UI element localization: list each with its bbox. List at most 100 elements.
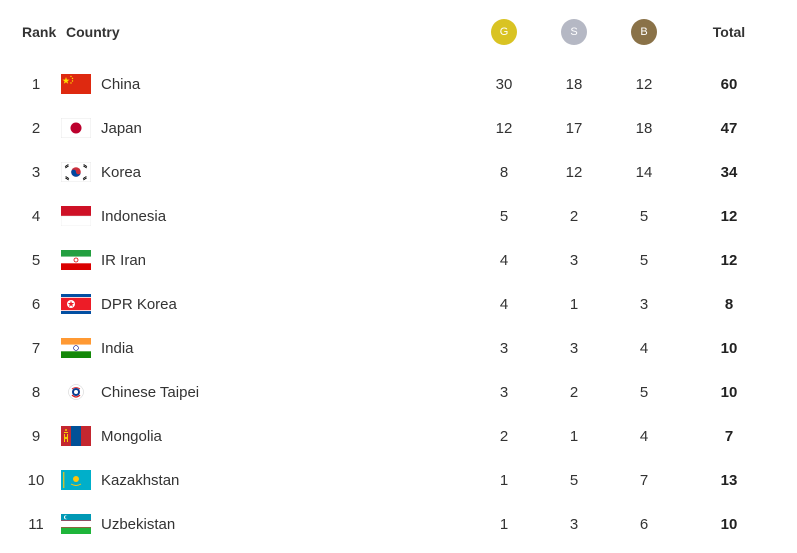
rank-cell: 11 bbox=[28, 515, 44, 533]
bronze-count: 18 bbox=[635, 119, 653, 137]
flag-cell bbox=[61, 502, 91, 546]
flag-cell bbox=[61, 282, 91, 326]
total-count: 47 bbox=[720, 119, 738, 137]
total-count: 60 bbox=[720, 75, 738, 93]
gold-count: 4 bbox=[499, 295, 509, 313]
iran-flag-icon bbox=[61, 250, 91, 270]
country-name[interactable]: DPR Korea bbox=[101, 295, 177, 313]
silver-column-header[interactable]: S bbox=[544, 10, 604, 54]
flag-cell bbox=[61, 238, 91, 282]
country-name[interactable]: Chinese Taipei bbox=[101, 383, 200, 401]
table-row[interactable]: 2 Japan 12 17 18 47 bbox=[0, 106, 797, 150]
bronze-medal-icon: B bbox=[631, 19, 657, 45]
gold-count: 30 bbox=[495, 75, 513, 93]
bronze-count: 6 bbox=[639, 515, 649, 533]
uzbekistan-flag-icon bbox=[61, 514, 91, 534]
rank-cell: 4 bbox=[31, 207, 41, 225]
country-name[interactable]: Indonesia bbox=[101, 207, 167, 225]
total-count: 10 bbox=[720, 515, 738, 533]
chinese-taipei-flag-icon bbox=[61, 382, 91, 402]
flag-cell bbox=[61, 150, 91, 194]
gold-count: 8 bbox=[499, 163, 509, 181]
total-count: 10 bbox=[720, 339, 738, 357]
silver-count: 3 bbox=[569, 515, 579, 533]
rank-cell: 7 bbox=[31, 339, 41, 357]
rank-cell: 2 bbox=[31, 119, 41, 137]
bronze-count: 4 bbox=[639, 339, 649, 357]
bronze-count: 5 bbox=[639, 207, 649, 225]
silver-medal-icon: S bbox=[561, 19, 587, 45]
rank-cell: 8 bbox=[31, 383, 41, 401]
indonesia-flag-icon bbox=[61, 206, 91, 226]
table-row[interactable]: 7 India 3 3 4 10 bbox=[0, 326, 797, 370]
country-name[interactable]: Japan bbox=[101, 119, 142, 137]
rank-column-header[interactable]: Rank bbox=[22, 24, 57, 40]
bronze-count: 3 bbox=[639, 295, 649, 313]
bronze-count: 12 bbox=[635, 75, 653, 93]
total-column-header[interactable]: Total bbox=[712, 24, 746, 40]
table-row[interactable]: 8 Chinese Taipei 3 2 5 10 bbox=[0, 370, 797, 414]
silver-count: 17 bbox=[565, 119, 583, 137]
gold-medal-icon: G bbox=[491, 19, 517, 45]
gold-count: 12 bbox=[495, 119, 513, 137]
total-count: 13 bbox=[720, 471, 738, 489]
country-column-header[interactable]: Country bbox=[66, 24, 120, 40]
rank-cell: 5 bbox=[31, 251, 41, 269]
rank-cell: 6 bbox=[31, 295, 41, 313]
table-row[interactable]: 10 Kazakhstan 1 5 7 13 bbox=[0, 458, 797, 502]
bronze-count: 7 bbox=[639, 471, 649, 489]
silver-count: 1 bbox=[569, 295, 579, 313]
table-row[interactable]: 11 Uzbekistan 1 3 6 10 bbox=[0, 502, 797, 546]
silver-count: 12 bbox=[565, 163, 583, 181]
silver-count: 3 bbox=[569, 339, 579, 357]
gold-count: 2 bbox=[499, 427, 509, 445]
total-count: 12 bbox=[720, 251, 738, 269]
bronze-count: 4 bbox=[639, 427, 649, 445]
flag-cell bbox=[61, 194, 91, 238]
table-row[interactable]: 9 Mongolia 2 1 4 7 bbox=[0, 414, 797, 458]
total-count: 8 bbox=[724, 295, 734, 313]
bronze-column-header[interactable]: B bbox=[614, 10, 674, 54]
table-row[interactable]: 5 IR Iran 4 3 5 12 bbox=[0, 238, 797, 282]
country-name[interactable]: Uzbekistan bbox=[101, 515, 176, 533]
table-header: Rank Country G S B Total bbox=[0, 10, 797, 54]
silver-count: 18 bbox=[565, 75, 583, 93]
table-row[interactable]: 3 Korea 8 12 14 34 bbox=[0, 150, 797, 194]
total-count: 10 bbox=[720, 383, 738, 401]
table-row[interactable]: 4 Indonesia 5 2 5 12 bbox=[0, 194, 797, 238]
gold-count: 1 bbox=[499, 471, 509, 489]
country-name[interactable]: India bbox=[101, 339, 134, 357]
rank-cell: 9 bbox=[31, 427, 41, 445]
country-name[interactable]: China bbox=[101, 75, 141, 93]
silver-count: 5 bbox=[569, 471, 579, 489]
total-count: 34 bbox=[720, 163, 738, 181]
flag-cell bbox=[61, 414, 91, 458]
gold-count: 5 bbox=[499, 207, 509, 225]
rank-cell: 3 bbox=[31, 163, 41, 181]
gold-count: 1 bbox=[499, 515, 509, 533]
bronze-count: 5 bbox=[639, 383, 649, 401]
country-name[interactable]: Mongolia bbox=[101, 427, 162, 445]
bronze-count: 14 bbox=[635, 163, 653, 181]
gold-column-header[interactable]: G bbox=[474, 10, 534, 54]
flag-cell bbox=[61, 106, 91, 150]
silver-count: 3 bbox=[569, 251, 579, 269]
table-row[interactable]: 1 China 30 18 12 60 bbox=[0, 62, 797, 106]
country-name[interactable]: IR Iran bbox=[101, 251, 147, 269]
dpr-korea-flag-icon bbox=[61, 294, 91, 314]
flag-cell bbox=[61, 326, 91, 370]
table-row[interactable]: 6 DPR Korea 4 1 3 8 bbox=[0, 282, 797, 326]
rank-cell: 10 bbox=[27, 471, 45, 489]
total-count: 12 bbox=[720, 207, 738, 225]
total-count: 7 bbox=[724, 427, 734, 445]
rank-cell: 1 bbox=[31, 75, 41, 93]
gold-count: 4 bbox=[499, 251, 509, 269]
china-flag-icon bbox=[61, 74, 91, 94]
silver-count: 1 bbox=[569, 427, 579, 445]
country-name[interactable]: Korea bbox=[101, 163, 142, 181]
country-name[interactable]: Kazakhstan bbox=[101, 471, 180, 489]
silver-count: 2 bbox=[569, 383, 579, 401]
flag-cell bbox=[61, 62, 91, 106]
korea-flag-icon bbox=[61, 162, 91, 182]
